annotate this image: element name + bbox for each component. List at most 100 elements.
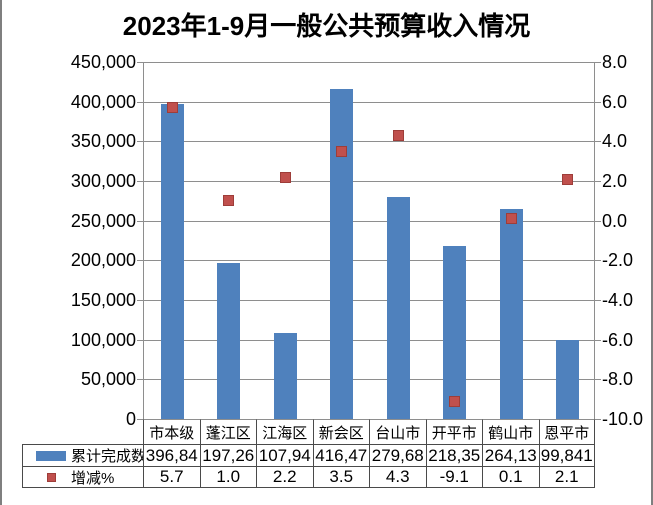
table-value-累计完成数-市本级: 396,84 — [143, 444, 200, 466]
table-value-增减%-新会区: 3.5 — [312, 466, 369, 488]
left-axis-label: 450,000 — [70, 52, 136, 72]
bar-新会区 — [330, 88, 354, 419]
left-axis-label: 200,000 — [70, 250, 136, 271]
right-axis-label: -10.0 — [602, 409, 644, 429]
legend-item-累计完成数: 累计完成数 — [22, 444, 143, 466]
bar-江海区 — [273, 333, 297, 419]
right-axis-tick — [595, 62, 601, 63]
table-value-累计完成数-开平市: 218,35 — [425, 444, 482, 466]
left-axis-label: 150,000 — [70, 290, 136, 310]
category-label-蓬江区: 蓬江区 — [199, 419, 256, 444]
marker-新会区 — [336, 145, 348, 157]
left-axis-tick — [137, 101, 143, 103]
left-axis-label: 250,000 — [70, 210, 136, 231]
marker-鹤山市 — [505, 213, 517, 225]
marker-台山市 — [392, 129, 404, 141]
right-axis-label: -4.0 — [602, 290, 634, 310]
gridline — [144, 379, 594, 381]
right-axis-label: 6.0 — [602, 91, 628, 112]
gridline — [144, 260, 594, 262]
legend-square-swatch-icon — [31, 472, 71, 482]
table-value-增减%-市本级: 5.7 — [143, 466, 200, 488]
left-axis-label: 350,000 — [70, 131, 136, 152]
bar-台山市 — [386, 197, 410, 419]
table-value-增减%-鹤山市: 0.1 — [482, 466, 539, 488]
left-axis-label: 50,000 — [80, 369, 136, 390]
table-value-累计完成数-恩平市: 99,841 — [538, 444, 595, 466]
plot-area — [143, 62, 595, 419]
chart-frame-left-border — [0, 0, 2, 505]
right-axis-tick — [595, 260, 601, 262]
category-label-恩平市: 恩平市 — [538, 419, 595, 444]
chart-frame-right-border — [651, 0, 653, 505]
left-axis-tick — [137, 181, 143, 182]
gridline — [144, 339, 594, 341]
left-axis-tick — [137, 260, 143, 262]
right-axis-label: -2.0 — [602, 250, 634, 271]
right-axis-tick — [595, 379, 601, 381]
left-axis-tick — [137, 141, 143, 143]
bar-市本级 — [160, 104, 184, 419]
left-axis-label: 400,000 — [70, 91, 136, 112]
legend-bar-swatch-icon — [31, 450, 71, 461]
marker-恩平市 — [562, 173, 574, 185]
table-value-累计完成数-江海区: 107,94 — [256, 444, 313, 466]
category-label-江海区: 江海区 — [256, 419, 313, 444]
category-label-开平市: 开平市 — [425, 419, 482, 444]
table-corner-empty — [22, 419, 143, 444]
marker-江海区 — [279, 171, 291, 183]
gridline — [144, 300, 594, 301]
marker-开平市 — [449, 395, 461, 407]
left-axis-tick — [137, 379, 143, 381]
gridline — [144, 62, 594, 63]
table-value-增减%-台山市: 4.3 — [369, 466, 426, 488]
bar-恩平市 — [556, 339, 580, 419]
left-axis-tick — [137, 300, 143, 301]
data-table: 市本级 蓬江区 江海区 新会区 台山市 开平市 鹤山市 恩平市累计完成数 396,84 197,2… — [22, 419, 595, 488]
chart-title: 2023年1-9月一般公共预算收入情况 — [122, 11, 531, 41]
right-axis-tick — [595, 300, 601, 301]
marker-蓬江区 — [223, 195, 235, 207]
right-axis-label: 0.0 — [602, 210, 628, 231]
table-value-增减%-蓬江区: 1.0 — [199, 466, 256, 488]
gridline — [144, 141, 594, 143]
left-axis-tick — [137, 220, 143, 222]
right-axis-tick — [595, 101, 601, 103]
gridline — [144, 220, 594, 222]
left-axis-label: 300,000 — [70, 171, 136, 191]
category-label-市本级: 市本级 — [143, 419, 200, 444]
right-axis-tick — [595, 339, 601, 341]
legend-label: 累计完成数 — [71, 448, 143, 465]
right-axis-tick — [595, 141, 601, 143]
table-value-增减%-开平市: -9.1 — [425, 466, 482, 488]
right-axis-tick — [595, 419, 601, 420]
left-axis-label: 100,000 — [70, 329, 136, 350]
category-label-鹤山市: 鹤山市 — [482, 419, 539, 444]
category-label-新会区: 新会区 — [312, 419, 369, 444]
table-value-累计完成数-蓬江区: 197,26 — [199, 444, 256, 466]
bar-蓬江区 — [217, 262, 241, 419]
right-axis-tick — [595, 220, 601, 222]
bar-鹤山市 — [499, 209, 523, 419]
left-axis-tick — [137, 339, 143, 341]
right-axis-label: -6.0 — [602, 329, 634, 350]
table-value-累计完成数-台山市: 279,68 — [369, 444, 426, 466]
gridline — [144, 101, 594, 103]
right-axis-tick — [595, 181, 601, 182]
category-label-台山市: 台山市 — [369, 419, 426, 444]
right-axis-label: 2.0 — [602, 171, 628, 191]
legend-item-增减%: 增减% — [22, 466, 143, 488]
right-axis-label: 8.0 — [602, 52, 628, 72]
bar-swatch — [36, 450, 66, 461]
left-axis-label: 0 — [125, 409, 136, 429]
bar-开平市 — [443, 245, 467, 419]
table-value-累计完成数-新会区: 416,47 — [312, 444, 369, 466]
marker-市本级 — [166, 102, 178, 114]
left-axis-tick — [137, 419, 143, 420]
table-value-累计完成数-鹤山市: 264,13 — [482, 444, 539, 466]
table-value-增减%-江海区: 2.2 — [256, 466, 313, 488]
left-axis-tick — [137, 62, 143, 63]
square-swatch — [46, 472, 56, 482]
right-axis-label: -8.0 — [602, 369, 634, 390]
